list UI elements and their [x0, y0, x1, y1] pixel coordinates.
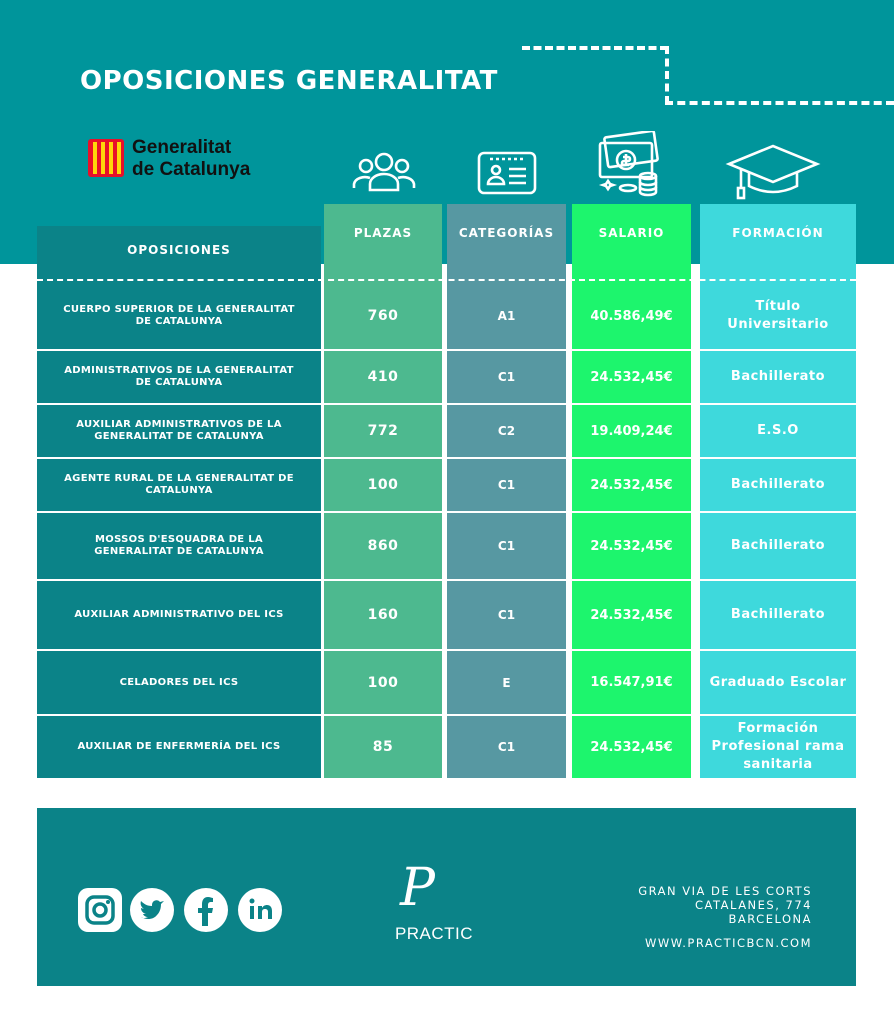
address-line: CATALANES, 774 — [695, 898, 812, 912]
oposicion-cell: CUERPO SUPERIOR DE LA GENERALITAT DE CAT… — [63, 304, 295, 327]
formacion-cell: Bachillerato — [730, 607, 826, 622]
salario-cell: 24.532,45€ — [590, 739, 673, 755]
oposicion-cell: AUXILIAR DE ENFERMERÍA DEL ICS — [77, 741, 281, 752]
plazas-cell: 860 — [367, 538, 399, 554]
header-divider — [37, 279, 856, 281]
practic-logo-text: PRACTIC — [394, 924, 474, 943]
row-separator — [37, 457, 856, 459]
oposiciones-header-label: OPOSICIONES — [127, 243, 231, 257]
formacion-cell: Bachillerato — [730, 369, 826, 384]
salario-cell: 16.547,91€ — [590, 675, 673, 690]
plazas-header-label: PLAZAS — [353, 226, 413, 240]
decorative-dashed-line — [665, 46, 669, 104]
formacion-header: FORMACIÓN — [700, 204, 856, 264]
plazas-header: PLAZAS — [324, 204, 442, 264]
address-line: GRAN VIA DE LES CORTS — [638, 884, 812, 898]
instagram-icon[interactable] — [78, 888, 122, 932]
decorative-dashed-line — [522, 46, 668, 50]
oposicion-cell: MOSSOS D'ESQUADRA DE LA GENERALITAT DE C… — [94, 534, 264, 557]
plazas-cell: 85 — [372, 739, 394, 755]
formacion-cell: Graduado Escolar — [709, 674, 847, 690]
plazas-cell: 772 — [367, 423, 399, 439]
salario-cell: 40.586,49€ — [590, 308, 673, 324]
facebook-icon[interactable] — [184, 888, 228, 932]
salario-cell: 24.532,45€ — [590, 538, 673, 554]
categoria-cell: C2 — [497, 424, 516, 438]
plazas-cell: 410 — [367, 369, 399, 385]
categoria-cell: C1 — [497, 740, 516, 754]
generalitat-logo-icon — [88, 139, 124, 177]
linkedin-icon[interactable] — [238, 888, 282, 932]
formacion-header-label: FORMACIÓN — [732, 226, 824, 240]
formacion-cell: Formación Profesional rama sanitaria — [711, 721, 845, 772]
formacion-cell: E.S.O — [757, 423, 799, 438]
salario-cell: 24.532,45€ — [590, 477, 673, 493]
categoria-cell: C1 — [497, 608, 516, 622]
money-coins-icon — [594, 131, 670, 197]
categoria-cell: A1 — [497, 309, 516, 323]
categorias-header: CATEGORÍAS — [447, 204, 566, 264]
row-separator — [37, 349, 856, 351]
row-separator — [37, 403, 856, 405]
id-card-icon — [476, 150, 538, 196]
oposicion-cell: CELADORES DEL ICS — [119, 676, 239, 688]
salario-header-label: SALARIO — [598, 226, 665, 240]
graduation-cap-icon — [725, 140, 821, 202]
formacion-cell: Bachillerato — [730, 538, 826, 553]
twitter-icon[interactable] — [130, 888, 174, 932]
people-group-icon — [352, 150, 416, 194]
oposicion-cell: AGENTE RURAL DE LA GENERALITAT DE CATALU… — [64, 473, 294, 496]
oposiciones-header: OPOSICIONES — [37, 226, 321, 264]
plazas-cell: 100 — [367, 674, 399, 691]
categoria-cell: E — [502, 675, 511, 690]
row-separator — [37, 714, 856, 716]
address-line: BARCELONA — [728, 912, 812, 926]
website-link[interactable]: WWW.PRACTICBCN.COM — [644, 936, 812, 950]
page-title: OPOSICIONES GENERALITAT — [80, 66, 498, 96]
row-separator — [37, 649, 856, 651]
row-separator — [37, 511, 856, 513]
salario-cell: 24.532,45€ — [590, 607, 673, 623]
address-block: GRAN VIA DE LES CORTS CATALANES, 774 BAR… — [600, 884, 812, 926]
salario-cell: 19.409,24€ — [590, 423, 673, 439]
generalitat-logo-text: Generalitat de Catalunya — [132, 137, 250, 181]
practic-logo-mark: P — [400, 858, 435, 918]
plazas-cell: 760 — [367, 308, 399, 324]
salario-header: SALARIO — [572, 204, 691, 264]
oposicion-cell: ADMINISTRATIVOS DE LA GENERALITAT DE CAT… — [64, 365, 294, 388]
oposicion-cell: AUXILIAR ADMINISTRATIVO DEL ICS — [74, 609, 284, 620]
categoria-cell: C1 — [497, 539, 516, 553]
formacion-cell: Bachillerato — [730, 477, 826, 492]
decorative-dashed-line — [665, 101, 894, 105]
categoria-cell: C1 — [497, 370, 516, 384]
categorias-header-label: CATEGORÍAS — [458, 226, 555, 240]
formacion-cell: Título Universitario — [727, 299, 829, 332]
logo-line-2: de Catalunya — [132, 159, 251, 180]
row-separator — [37, 579, 856, 581]
logo-line-1: Generalitat — [132, 137, 232, 158]
oposicion-cell: AUXILIAR ADMINISTRATIVOS DE LA GENERALIT… — [76, 419, 282, 442]
footer — [37, 808, 856, 986]
salario-cell: 24.532,45€ — [590, 369, 673, 385]
categoria-cell: C1 — [497, 478, 516, 492]
plazas-cell: 160 — [367, 607, 399, 623]
plazas-cell: 100 — [367, 477, 399, 493]
